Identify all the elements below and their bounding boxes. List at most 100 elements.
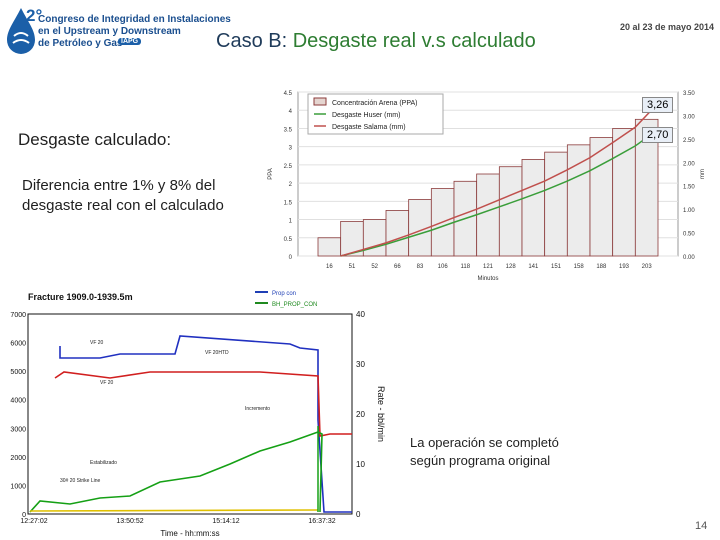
ppa-bar <box>634 118 659 257</box>
fracture-y2-tick: 10 <box>356 460 365 469</box>
x-tick-label: 51 <box>349 264 356 270</box>
y2-tick-label: 2.50 <box>683 138 695 144</box>
y-tick-label: 4.5 <box>284 91 293 97</box>
calc-label: Desgaste calculado: <box>18 130 172 149</box>
x-tick-label: 151 <box>551 264 562 270</box>
fracture-annotation: VF 20HTD <box>205 350 229 356</box>
logo-line-1: Congreso de Integridad en Instalaciones <box>38 14 231 25</box>
fracture-y-tick: 2000 <box>10 455 26 462</box>
fracture-legend-label: Prop con <box>272 291 296 297</box>
y-tick-label: 4 <box>289 109 293 115</box>
x-tick-label: 118 <box>461 264 471 270</box>
iapg-badge: IAPG <box>118 38 142 45</box>
fracture-annotation: VF 20 <box>100 380 114 386</box>
x-tick-label: 83 <box>417 264 424 270</box>
event-date: 20 al 23 de mayo 2014 <box>620 22 715 32</box>
fracture-title: Fracture 1909.0-1939.5m <box>28 292 133 302</box>
legend-label: Concentración Arena (PPA) <box>332 100 417 107</box>
y-tick-label: 1.5 <box>284 200 293 206</box>
fracture-plot-area <box>27 313 353 515</box>
x-tick-label: 128 <box>506 264 517 270</box>
ppa-bar <box>521 159 546 257</box>
fracture-y-tick: 3000 <box>10 426 26 433</box>
x-tick-label: 188 <box>596 264 607 270</box>
fracture-y2-tick: 0 <box>356 510 361 519</box>
y2-tick-label: 0.50 <box>683 232 695 238</box>
legend-label: Desgaste Salama (mm) <box>332 124 406 131</box>
logo-line-3: de Petróleo y Gas <box>38 38 123 49</box>
ppa-bar <box>385 210 410 257</box>
legend-label: Desgaste Huser (mm) <box>332 112 400 119</box>
fracture-y-tick: 6000 <box>10 341 26 348</box>
y2-tick-label: 1.00 <box>683 208 695 214</box>
x-tick-label: 66 <box>394 264 401 270</box>
difference-text: Diferencia entre 1% y 8% del desgaste re… <box>22 177 224 214</box>
fracture-legend-label: BH_PROP_CON <box>272 302 317 308</box>
slide-title: Caso B: Desgaste real v.s calculado <box>216 30 536 53</box>
pressure-trace-red <box>54 371 352 437</box>
x-tick-label: 106 <box>438 264 449 270</box>
fracture-y-tick: 0 <box>22 512 26 519</box>
y2-axis-label: mm <box>700 169 706 179</box>
fracture-annotation: Incremento <box>245 406 270 412</box>
legend-box <box>307 93 444 135</box>
fracture-y2-tick: 40 <box>356 310 365 319</box>
y-tick-label: 3 <box>289 146 293 152</box>
wear-chart: 4.543.532.521.510.503.503.002.502.001.50… <box>268 91 706 282</box>
title-prefix: Caso B: <box>216 30 293 52</box>
y-tick-label: 3.5 <box>284 127 293 133</box>
y2-tick-label: 3.00 <box>683 114 695 120</box>
fracture-annotation: Estabilizado <box>90 460 117 466</box>
annotation-salama: 3,26 <box>642 97 674 113</box>
fracture-chart: Fracture 1909.0-1939.5m Prop con BH_PROP_C… <box>10 291 386 538</box>
y-tick-label: 0 <box>289 255 293 261</box>
y2-tick-label: 3.50 <box>683 91 695 97</box>
rate-trace-yellow <box>29 509 319 512</box>
fracture-y-tick: 4000 <box>10 398 26 405</box>
y-tick-label: 1 <box>289 219 293 225</box>
legend: Concentración Arena (PPA) Desgaste Huser … <box>307 93 444 135</box>
annotation-huser: 2,70 <box>642 127 674 143</box>
fracture-y2-tick: 30 <box>356 360 365 369</box>
conclusion-text: La operación se completó según programa … <box>410 435 559 468</box>
drop-logo-icon <box>7 8 35 54</box>
series-line-1 <box>340 128 659 257</box>
fracture-x-label: Time - hh:mm:ss <box>160 529 219 538</box>
logo-number: 2° <box>26 6 43 25</box>
x-axis-label: Minutos <box>477 276 498 282</box>
x-tick-label: 141 <box>528 264 539 270</box>
y-tick-label: 2 <box>289 182 293 188</box>
fracture-y2-label: Rate - bbl/min <box>376 386 386 442</box>
x-tick-label: 193 <box>619 264 630 270</box>
ppa-bar <box>498 166 523 257</box>
fracture-x-tick: 16:37:32 <box>308 518 335 525</box>
ppa-bar <box>476 173 500 257</box>
fracture-y-tick: 7000 <box>10 312 26 319</box>
title-main: Desgaste real v.s calculado <box>292 30 536 52</box>
ppa-bar <box>566 144 591 257</box>
x-tick-label: 16 <box>326 264 333 270</box>
fracture-y-tick: 5000 <box>10 369 26 376</box>
y-tick-label: 2.5 <box>284 164 293 170</box>
logo-line-2: en el Upstream y Downstream <box>38 26 181 37</box>
series-line-2 <box>340 102 659 257</box>
page-number: 14 <box>695 520 708 532</box>
x-tick-label: 158 <box>574 264 585 270</box>
y2-tick-label: 1.50 <box>683 185 695 191</box>
fracture-x-tick: 15:14:12 <box>212 518 239 525</box>
y-axis-label: PPA <box>268 168 274 180</box>
fracture-x-tick: 13:50:52 <box>116 518 143 525</box>
x-tick-label: 203 <box>642 264 653 270</box>
ppa-bar <box>317 237 342 257</box>
ppa-bar <box>544 151 568 257</box>
fracture-y-tick: 1000 <box>10 483 26 490</box>
x-tick-label: 121 <box>483 264 494 270</box>
y2-tick-label: 2.00 <box>683 161 695 167</box>
y-tick-label: 0.5 <box>284 237 293 243</box>
fracture-annotation: VF 20 <box>90 340 104 346</box>
fracture-x-tick: 12:27:02 <box>20 518 47 525</box>
fracture-y2-tick: 20 <box>356 410 365 419</box>
ppa-bar <box>362 219 387 257</box>
y2-tick-label: 0.00 <box>683 255 695 261</box>
legend-swatch <box>313 97 327 106</box>
